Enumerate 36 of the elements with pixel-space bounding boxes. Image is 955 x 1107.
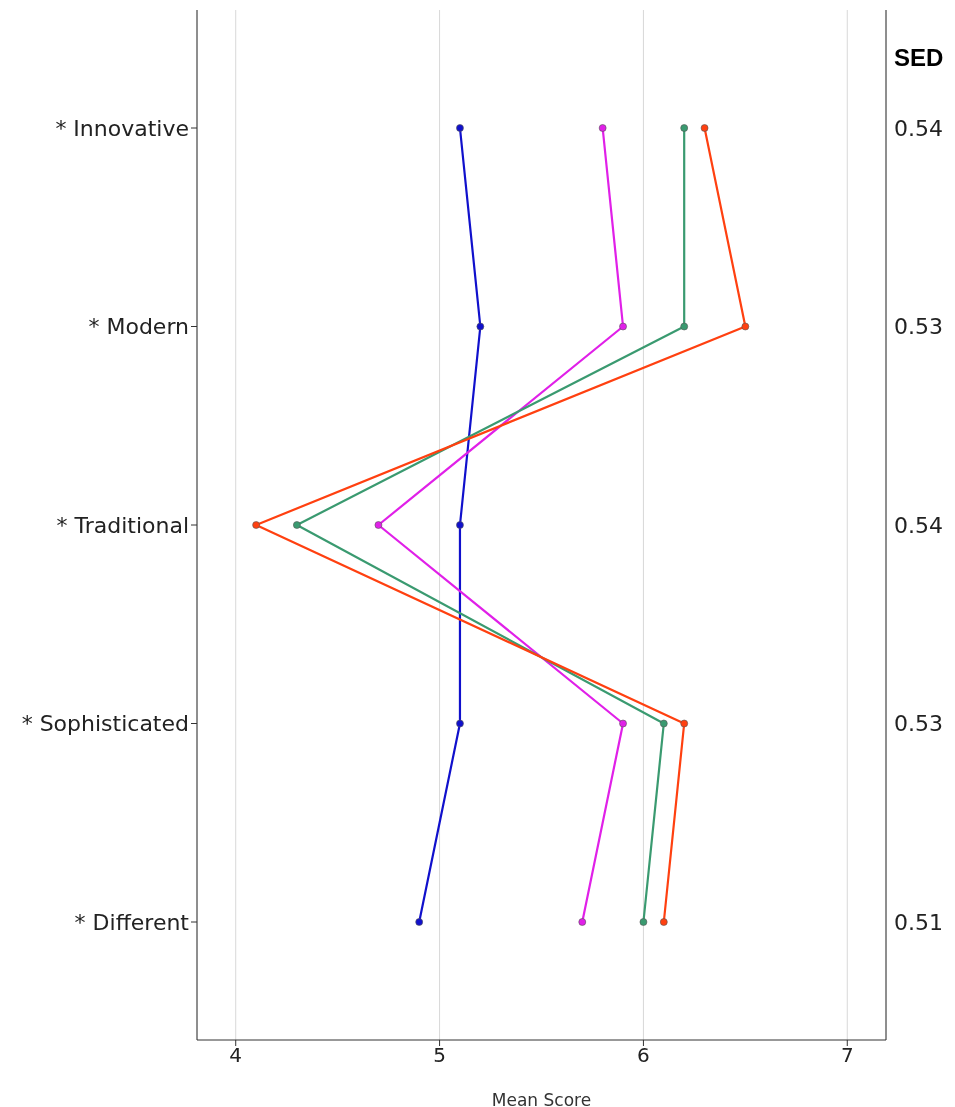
x-tick-label: 5: [433, 1043, 446, 1068]
text: 0.54: [894, 512, 943, 538]
text: 0.53: [894, 711, 943, 737]
y-tick-label: * Traditional: [56, 512, 189, 538]
text: 0.53: [894, 314, 943, 340]
point: [680, 124, 688, 132]
y-tick-label: * Sophisticated: [21, 711, 189, 737]
text: 0.54: [894, 115, 943, 141]
y-tick-label: * Innovative: [55, 115, 189, 141]
x-tick-label: 4: [229, 1043, 243, 1068]
point: [619, 322, 627, 331]
point: [619, 719, 627, 728]
point: [680, 719, 688, 728]
point: [578, 918, 587, 926]
point: [456, 521, 464, 529]
point: [741, 322, 750, 331]
point: [700, 124, 709, 132]
point: [598, 124, 607, 132]
point: [374, 521, 383, 529]
y-tick-label: * Modern: [88, 314, 189, 340]
point: [660, 918, 668, 926]
point: [680, 322, 688, 331]
point: [639, 918, 648, 926]
point: [476, 322, 485, 331]
point: [293, 521, 301, 529]
point: [660, 719, 668, 728]
x-tick-label: 6: [637, 1043, 650, 1068]
text: 0.51: [894, 909, 943, 935]
text: SED: [894, 44, 944, 72]
point: [415, 918, 423, 926]
point: [456, 719, 464, 728]
x-axis-title: Mean Score: [491, 1090, 592, 1107]
point: [456, 124, 464, 132]
point: [252, 521, 260, 529]
x-tick-label: 7: [840, 1043, 854, 1068]
y-tick-label: * Different: [74, 909, 190, 935]
